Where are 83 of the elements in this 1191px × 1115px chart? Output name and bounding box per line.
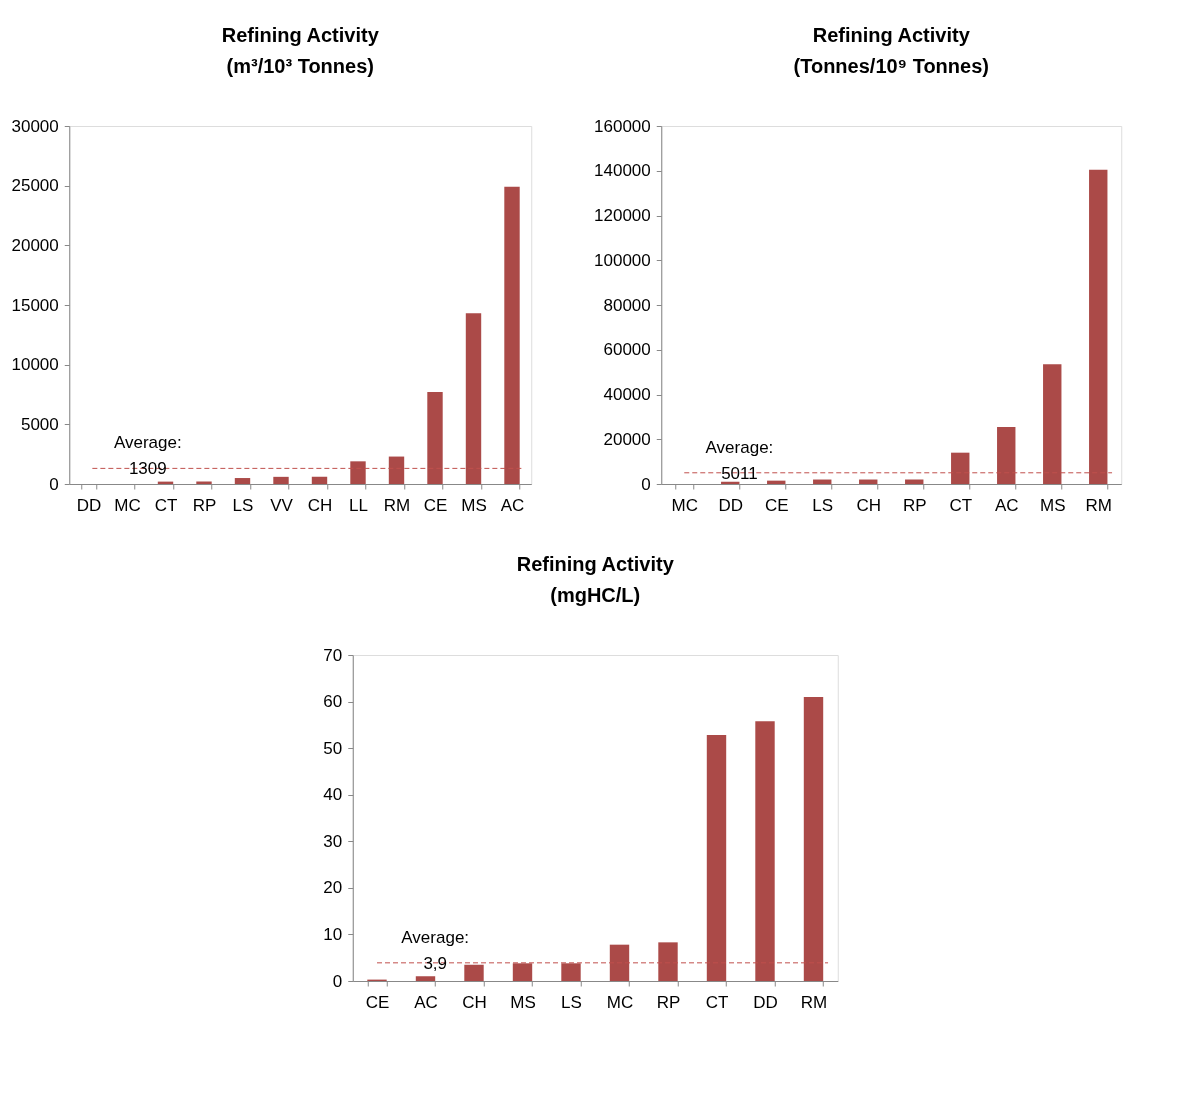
y-tick-label: 25000 (11, 176, 59, 196)
bar (512, 963, 533, 981)
x-tick-label: AC (994, 495, 1019, 515)
x-tick-label: AC (500, 495, 525, 515)
y-tick-label: 40 (323, 785, 343, 805)
y-tick-label: 30000 (11, 116, 59, 136)
x-tick-label: CE (423, 495, 448, 515)
y-tick-label: 80000 (603, 295, 651, 315)
bar (803, 696, 824, 981)
y-tick-label: 30 (323, 831, 343, 851)
x-tick-label: MS (1040, 495, 1066, 515)
y-tick-label: 50 (323, 738, 343, 758)
x-tick-label: MS (510, 992, 536, 1012)
x-tick-label: CH (856, 495, 882, 515)
x-tick-label: CT (705, 992, 729, 1012)
x-tick-label: MC (671, 495, 698, 515)
bar (504, 186, 520, 484)
x-tick-label: RP (656, 992, 681, 1012)
bar (273, 476, 289, 484)
y-tick-label: 140000 (594, 161, 651, 181)
y-tick-label: 120000 (594, 206, 651, 225)
ref-line-label: Average: 5011 (705, 437, 774, 483)
x-tick-label: DD (753, 992, 778, 1012)
y-tick-label: 160000 (594, 116, 651, 136)
x-tick-label: MC (606, 992, 634, 1012)
y-tick-label: 5000 (20, 414, 59, 434)
bar (951, 452, 970, 484)
ref-line-label: Average: 1309 (113, 433, 182, 479)
chart-title: Refining Activity (mgHC/L) (516, 553, 675, 606)
x-tick-label: RP (902, 495, 927, 515)
chart-title: Refining Activity (m³/10³ Tonnes) (221, 24, 380, 77)
bar (311, 476, 328, 484)
x-tick-label: DD (718, 495, 744, 515)
bar (706, 735, 727, 981)
bar (609, 944, 630, 981)
x-tick-label: CE (365, 992, 390, 1012)
x-tick-label: CH (307, 495, 333, 515)
bar (427, 392, 443, 484)
x-tick-label: DD (76, 495, 102, 515)
x-tick-label: CE (764, 495, 789, 515)
x-tick-label: LL (349, 495, 368, 515)
y-tick-label: 0 (332, 971, 343, 991)
x-tick-label: VV (270, 495, 294, 515)
x-tick-label: CH (462, 992, 487, 1012)
y-tick-label: 10000 (11, 355, 59, 375)
x-tick-label: AC (414, 992, 438, 1012)
x-tick-label: RM (383, 495, 411, 515)
bar (415, 976, 436, 981)
x-tick-label: CT (154, 495, 178, 515)
bar (464, 964, 484, 981)
bar (388, 456, 405, 484)
y-tick-label: 20000 (603, 429, 651, 449)
bar (658, 942, 678, 981)
y-tick-label: 100000 (594, 250, 651, 270)
x-tick-label: LS (812, 495, 834, 515)
y-tick-label: 60000 (603, 340, 651, 360)
x-tick-label: MC (114, 495, 141, 515)
bar (350, 461, 366, 484)
y-tick-label: 60 (323, 692, 343, 712)
x-tick-label: LS (232, 495, 254, 515)
x-tick-label: CT (949, 495, 973, 515)
x-tick-label: RM (800, 992, 828, 1012)
x-tick-label: RP (192, 495, 217, 515)
y-tick-label: 20 (323, 878, 343, 898)
bar (234, 478, 251, 484)
x-tick-label: RM (1085, 495, 1112, 515)
x-tick-label: MS (461, 495, 487, 515)
ref-line-label: Average: 3,9 (401, 927, 470, 973)
y-tick-label: 10 (323, 924, 343, 944)
bar (561, 963, 581, 981)
bar (997, 426, 1016, 484)
bar (755, 721, 775, 981)
y-tick-label: 40000 (603, 385, 651, 404)
y-tick-label: 0 (49, 474, 59, 494)
y-tick-label: 0 (641, 474, 651, 494)
y-tick-label: 15000 (11, 295, 59, 315)
bar (1089, 169, 1108, 484)
bar (465, 313, 482, 484)
x-tick-label: LS (561, 992, 582, 1012)
y-tick-label: 20000 (11, 235, 59, 255)
y-tick-label: 70 (323, 645, 343, 665)
bar (1043, 364, 1062, 484)
chart-title: Refining Activity (Tonnes/10⁹ Tonnes) (793, 24, 989, 77)
